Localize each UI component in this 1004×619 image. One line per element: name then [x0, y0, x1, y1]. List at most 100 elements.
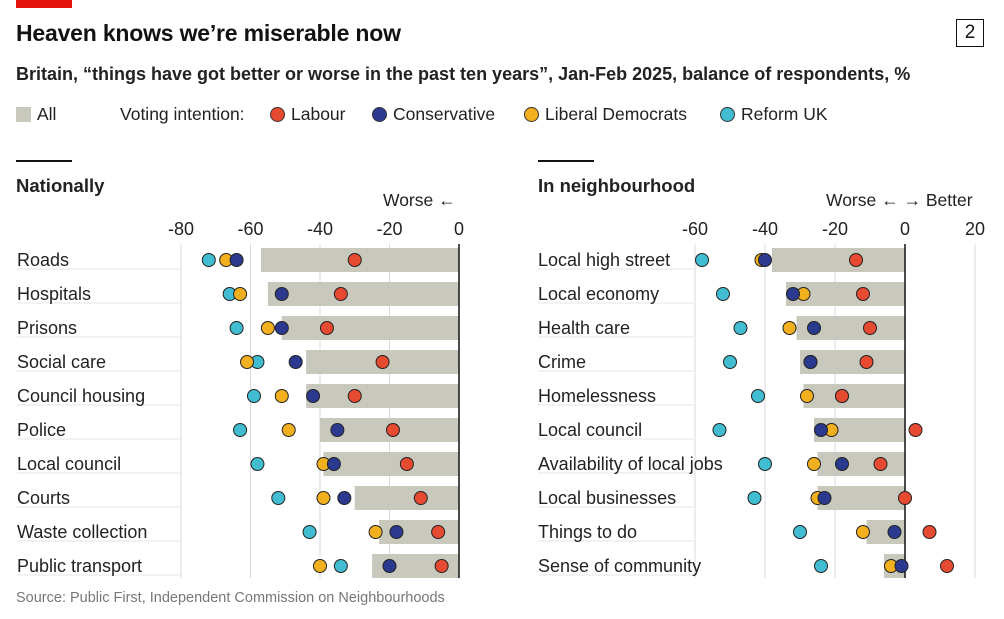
- dot-labour-nationally-police: [385, 423, 400, 437]
- bar-all-in-neighbourhood-local-businesses: [817, 486, 905, 510]
- dot-reform-uk-in-neighbourhood-crime: [723, 355, 737, 369]
- bar-all-nationally-local-council: [323, 452, 459, 476]
- category-label-local-high-street: Local high street: [538, 250, 670, 270]
- dot-labour-nationally-prisons: [319, 321, 334, 335]
- category-label-local-council: Local council: [17, 454, 121, 474]
- source-note: Source: Public First, Independent Commis…: [16, 590, 445, 606]
- dot-conservative-in-neighbourhood-health-care: [807, 321, 821, 335]
- bar-all-nationally-council-housing: [306, 384, 459, 408]
- category-label-sense-of-community: Sense of community: [538, 556, 701, 576]
- dot-liberal-democrats-nationally-waste-collection: [368, 525, 383, 539]
- legend-label-labour: Labour: [291, 104, 346, 124]
- dot-conservative-nationally-courts: [337, 491, 352, 505]
- dot-reform-uk-nationally-roads: [201, 253, 216, 267]
- legend-voting-intention: Voting intention:: [120, 104, 245, 125]
- dot-liberal-democrats-nationally-public-transport: [313, 559, 327, 573]
- chart-title: Heaven knows we’re miserable now: [16, 20, 401, 46]
- dot-reform-uk-in-neighbourhood-local-businesses: [747, 491, 762, 505]
- dot-liberal-democrats-in-neighbourhood-homelessness: [800, 389, 814, 403]
- legend-voting-label: Voting intention:: [120, 104, 245, 124]
- category-label-local-businesses: Local businesses: [538, 488, 676, 508]
- category-label-courts: Courts: [17, 488, 70, 508]
- dot-liberal-democrats-in-neighbourhood-health-care: [782, 321, 797, 335]
- legend-item-liberal-democrats: Liberal Democrats: [524, 104, 687, 125]
- dot-reform-uk-in-neighbourhood-homelessness: [751, 389, 765, 403]
- dot-labour-in-neighbourhood-local-businesses: [898, 491, 912, 505]
- legend-item-reform-uk: Reform UK: [720, 104, 828, 125]
- bar-all-in-neighbourhood-homelessness: [803, 384, 905, 408]
- dot-reform-uk-in-neighbourhood-availability-of-local-jobs: [758, 457, 772, 471]
- legend-label-reform-uk: Reform UK: [741, 104, 828, 124]
- legend-dot-labour: [270, 107, 285, 122]
- dot-reform-uk-nationally-prisons: [229, 321, 244, 335]
- dot-reform-uk-in-neighbourhood-health-care: [733, 321, 748, 335]
- bar-all-nationally-courts: [354, 486, 459, 510]
- dot-labour-nationally-council-housing: [347, 389, 362, 403]
- dot-labour-in-neighbourhood-things-to-do: [922, 525, 937, 539]
- tick-label-nationally-4: 0: [454, 219, 464, 239]
- dot-labour-in-neighbourhood-availability-of-local-jobs: [873, 457, 888, 471]
- dot-conservative-in-neighbourhood-sense-of-community: [894, 559, 909, 573]
- dot-labour-nationally-local-council: [399, 457, 414, 471]
- dot-reform-uk-nationally-public-transport: [333, 559, 348, 573]
- dot-liberal-democrats-nationally-council-housing: [274, 389, 289, 403]
- legend: All Voting intention: Labour Conservativ…: [16, 104, 916, 128]
- dot-conservative-in-neighbourhood-local-council: [814, 423, 828, 437]
- dot-reform-uk-nationally-police: [233, 423, 248, 437]
- direction-label-neighbourhood: Worse ← → Better: [826, 190, 973, 210]
- dot-conservative-in-neighbourhood-things-to-do: [887, 525, 902, 539]
- legend-label-all: All: [37, 104, 57, 124]
- category-label-local-council: Local council: [538, 420, 642, 440]
- legend-dot-liberal-democrats: [524, 107, 539, 122]
- category-label-availability-of-local-jobs: Availability of local jobs: [538, 454, 723, 474]
- dot-conservative-nationally-local-council: [326, 457, 341, 471]
- dot-conservative-in-neighbourhood-local-businesses: [817, 491, 832, 505]
- tick-label-nationally-0: -80: [168, 219, 194, 239]
- panel-title-nationally: Nationally: [16, 175, 105, 196]
- dot-labour-in-neighbourhood-health-care: [863, 321, 877, 335]
- category-label-local-economy: Local economy: [538, 284, 659, 304]
- tick-label-in-neighbourhood-4: 20: [965, 219, 985, 239]
- dot-liberal-democrats-nationally-courts: [316, 491, 331, 505]
- dot-labour-nationally-courts: [413, 491, 428, 505]
- dot-reform-uk-in-neighbourhood-local-high-street: [695, 253, 709, 267]
- dot-reform-uk-nationally-local-council: [250, 457, 265, 471]
- dot-reform-uk-in-neighbourhood-local-economy: [716, 287, 730, 301]
- dot-conservative-nationally-police: [330, 423, 345, 437]
- category-label-public-transport: Public transport: [17, 556, 142, 576]
- tick-label-in-neighbourhood-3: 0: [900, 219, 910, 239]
- legend-dot-conservative: [372, 107, 387, 122]
- dot-labour-nationally-hospitals: [333, 287, 348, 301]
- dot-labour-in-neighbourhood-local-high-street: [849, 253, 863, 267]
- category-label-health-care: Health care: [538, 318, 630, 338]
- dot-reform-uk-in-neighbourhood-things-to-do: [793, 525, 807, 539]
- category-label-crime: Crime: [538, 352, 586, 372]
- category-label-council-housing: Council housing: [17, 386, 145, 406]
- panel-rule-neighbourhood: [538, 160, 594, 162]
- tick-label-in-neighbourhood-2: -20: [822, 219, 848, 239]
- dot-liberal-democrats-nationally-social-care: [240, 355, 255, 369]
- dot-liberal-democrats-nationally-hospitals: [233, 287, 248, 301]
- bar-all-nationally-prisons: [281, 316, 459, 340]
- tick-label-nationally-2: -40: [307, 219, 333, 239]
- dot-labour-nationally-roads: [347, 253, 362, 267]
- dot-conservative-nationally-public-transport: [382, 559, 397, 573]
- dot-conservative-in-neighbourhood-local-economy: [786, 287, 800, 301]
- dot-conservative-nationally-waste-collection: [389, 525, 404, 539]
- chart-number-badge: 2: [956, 19, 984, 47]
- legend-label-liberal-democrats: Liberal Democrats: [545, 104, 687, 124]
- dot-labour-in-neighbourhood-sense-of-community: [940, 559, 954, 573]
- dot-labour-in-neighbourhood-local-economy: [856, 287, 870, 301]
- legend-dot-reform-uk: [720, 107, 735, 122]
- dot-conservative-nationally-hospitals: [274, 287, 289, 301]
- legend-item-all: All: [16, 104, 56, 125]
- dot-liberal-democrats-nationally-police: [281, 423, 296, 437]
- legend-swatch-all: [16, 107, 31, 122]
- dot-conservative-nationally-social-care: [288, 355, 303, 369]
- direction-label-nationally: Worse ←: [383, 190, 456, 210]
- bar-all-in-neighbourhood-local-high-street: [772, 248, 905, 272]
- dot-labour-in-neighbourhood-crime: [859, 355, 874, 369]
- tick-label-in-neighbourhood-1: -40: [752, 219, 778, 239]
- category-label-homelessness: Homelessness: [538, 386, 656, 406]
